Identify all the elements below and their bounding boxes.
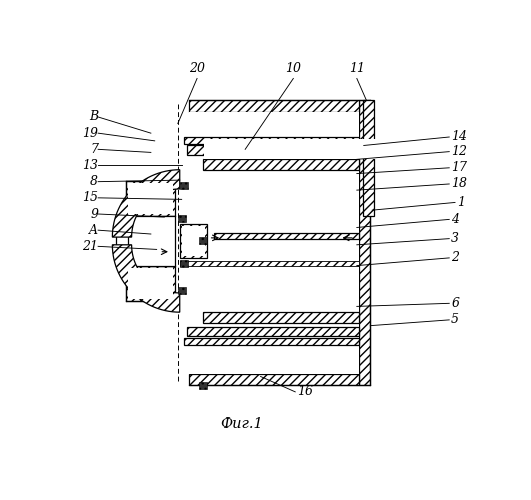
Text: 14: 14 [451, 130, 467, 143]
Text: 11: 11 [349, 62, 365, 76]
Text: 4: 4 [451, 213, 459, 226]
Bar [187, 327, 359, 336]
Bar [359, 100, 370, 386]
Text: 6: 6 [451, 297, 459, 310]
Bar [128, 268, 173, 298]
Bar [190, 112, 359, 374]
Text: 10: 10 [285, 62, 301, 76]
Text: 19: 19 [82, 126, 98, 140]
Text: 1: 1 [457, 196, 465, 209]
Bar [184, 338, 359, 345]
Bar [179, 182, 188, 190]
Text: 2: 2 [451, 252, 459, 264]
Text: 5: 5 [451, 314, 459, 326]
Text: 3: 3 [451, 232, 459, 245]
Bar [179, 262, 359, 266]
Text: Фиг.1: Фиг.1 [220, 417, 263, 431]
Bar [215, 233, 359, 239]
Bar [178, 287, 186, 294]
Bar [199, 382, 208, 389]
Text: 17: 17 [451, 162, 467, 174]
Bar [126, 182, 175, 216]
Bar [190, 100, 359, 112]
Text: A: A [89, 224, 98, 236]
Text: 18: 18 [451, 178, 467, 190]
Bar [179, 260, 188, 266]
Text: 12: 12 [451, 145, 467, 158]
Text: 15: 15 [82, 192, 98, 204]
Text: 20: 20 [189, 62, 205, 76]
Bar [182, 226, 205, 256]
Bar [204, 139, 438, 159]
Bar [363, 100, 374, 216]
Bar [187, 146, 359, 155]
Polygon shape [113, 245, 179, 312]
Text: 13: 13 [82, 159, 98, 172]
Text: 9: 9 [90, 208, 98, 220]
Bar [126, 216, 175, 266]
Bar [199, 238, 208, 244]
Bar [178, 215, 186, 222]
Text: 7: 7 [90, 143, 98, 156]
Bar [179, 224, 207, 258]
Polygon shape [113, 170, 179, 237]
Text: 8: 8 [90, 175, 98, 188]
Bar [203, 312, 359, 323]
Text: 16: 16 [297, 386, 313, 398]
Bar [116, 222, 128, 260]
Bar [126, 266, 175, 300]
Bar [128, 183, 173, 214]
Bar [203, 159, 359, 170]
Text: B: B [89, 110, 98, 124]
Bar [190, 374, 359, 386]
Bar [184, 136, 359, 143]
Text: 21: 21 [82, 240, 98, 253]
